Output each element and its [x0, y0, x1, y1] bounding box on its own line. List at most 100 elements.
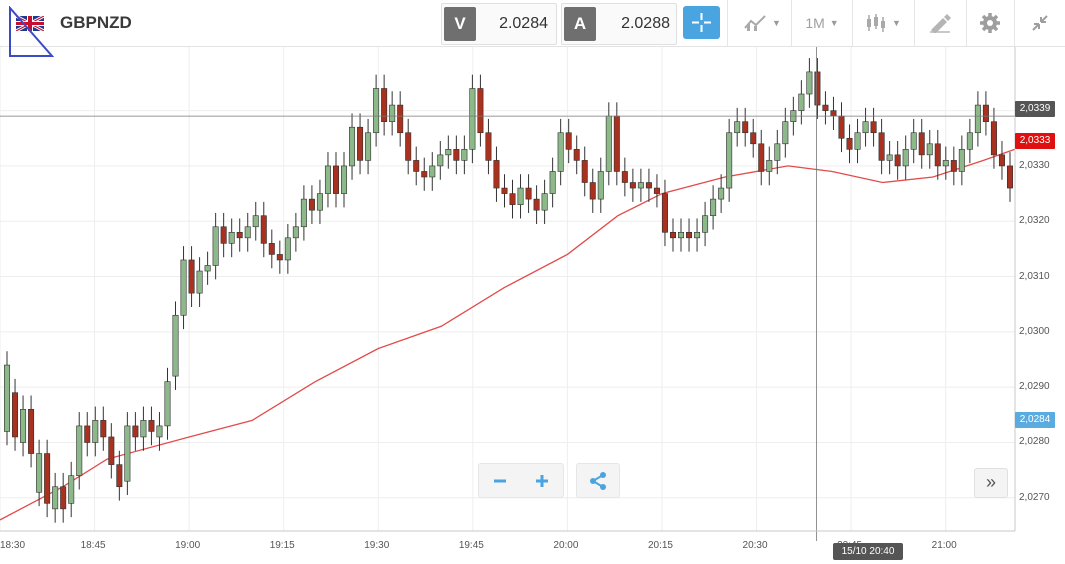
candle	[84, 412, 91, 457]
candle	[830, 96, 837, 130]
candle	[76, 412, 83, 490]
bid-box[interactable]: V 2.0284	[441, 3, 557, 45]
candle	[244, 212, 251, 252]
candle-icon	[867, 14, 886, 32]
x-tick-label: 21:00	[931, 540, 957, 551]
zoom-out-button[interactable]	[479, 464, 521, 497]
candle	[357, 113, 364, 175]
candle	[20, 395, 27, 457]
candle	[485, 118, 492, 175]
x-tick-label: 18:45	[80, 540, 106, 551]
x-tick-label: 20:15	[647, 540, 673, 551]
candle	[533, 185, 540, 225]
timeframe-button[interactable]: 1M ▼	[798, 3, 846, 43]
candle	[894, 141, 901, 180]
candle	[429, 152, 436, 191]
candle	[164, 367, 171, 440]
share-button[interactable]	[577, 464, 619, 497]
candle	[782, 107, 789, 158]
candle	[942, 146, 949, 180]
candle	[196, 257, 203, 307]
candle	[702, 201, 709, 247]
ask-box[interactable]: A 2.0288	[561, 3, 677, 45]
candle	[750, 118, 757, 158]
draw-tools-button[interactable]	[920, 3, 960, 43]
candle	[669, 218, 676, 252]
x-tick-label: 18:30	[0, 540, 26, 551]
symbol-name[interactable]: GBPNZD	[60, 13, 132, 32]
candle	[918, 118, 925, 169]
y-tick-label: 2,0300	[1019, 325, 1050, 337]
candle	[974, 91, 981, 147]
candle	[501, 174, 508, 208]
candle	[966, 118, 973, 164]
candle	[373, 74, 380, 147]
timeframe-label: 1M	[805, 15, 825, 31]
candle	[292, 212, 299, 252]
settings-button[interactable]	[972, 3, 1008, 43]
candle	[605, 102, 612, 186]
crosshair-icon	[692, 13, 711, 32]
candle	[541, 179, 548, 225]
candle	[413, 146, 420, 186]
x-tick-label: 20:30	[742, 540, 768, 551]
candle	[421, 157, 428, 191]
candle	[686, 218, 693, 252]
candle	[998, 141, 1005, 180]
candle	[982, 91, 989, 136]
candle	[172, 301, 179, 390]
candle	[493, 146, 500, 202]
candle	[437, 141, 444, 180]
candle	[52, 472, 59, 523]
candle	[878, 118, 885, 175]
candle	[212, 212, 219, 280]
y-tick-label: 2,0330	[1019, 159, 1050, 171]
moving-average-line	[0, 148, 1016, 521]
candle	[661, 179, 668, 247]
candle	[734, 107, 741, 147]
candle	[124, 412, 131, 496]
candle	[926, 129, 933, 169]
zoom-out-icon	[494, 479, 506, 482]
candle	[4, 351, 11, 446]
candle	[645, 168, 652, 202]
candle	[381, 74, 388, 136]
candle	[236, 218, 243, 252]
candle	[156, 412, 163, 451]
bid-label: V	[444, 7, 476, 41]
candle	[60, 472, 67, 523]
bid-price-tag: 2,0284	[1015, 412, 1055, 428]
candle	[389, 91, 396, 136]
candle	[469, 74, 476, 164]
x-tick-label: 20:00	[553, 540, 579, 551]
expand-button[interactable]: »	[974, 468, 1008, 498]
candle	[268, 229, 275, 269]
candle	[204, 251, 211, 285]
candle	[116, 450, 123, 501]
candle	[284, 224, 291, 274]
candle	[573, 135, 580, 175]
candle	[461, 135, 468, 175]
candle	[12, 378, 19, 451]
candle	[678, 218, 685, 252]
crosshair-button[interactable]	[683, 6, 720, 39]
x-tick-label: 19:15	[269, 540, 295, 551]
zoom-in-button[interactable]	[521, 464, 563, 497]
candle	[581, 146, 588, 197]
candle	[814, 58, 821, 119]
candle	[28, 395, 35, 468]
candle	[148, 406, 155, 446]
candle-style-button[interactable]: ▼	[858, 3, 908, 43]
chart-type-button[interactable]: ▼	[736, 3, 788, 43]
candle	[180, 246, 187, 330]
candle	[621, 157, 628, 197]
y-tick-label: 2,0280	[1019, 436, 1050, 448]
candle	[365, 118, 372, 175]
candle	[276, 240, 283, 274]
candle	[637, 168, 644, 202]
collapse-button[interactable]	[1022, 3, 1058, 43]
candle	[252, 201, 259, 241]
y-tick-label: 2,0290	[1019, 381, 1050, 393]
ask-price: 2.0288	[621, 15, 670, 32]
